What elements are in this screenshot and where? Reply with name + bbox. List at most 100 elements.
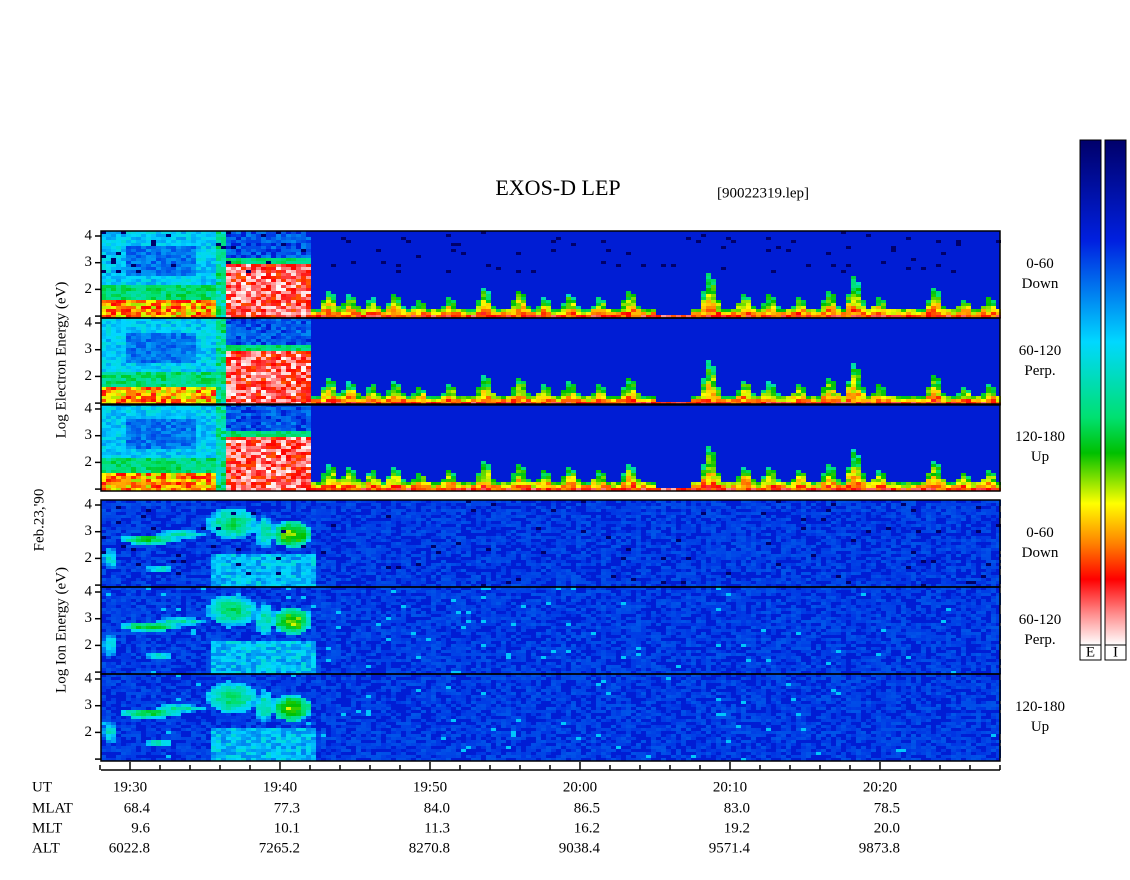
spectrogram-cell: [796, 306, 801, 309]
spectrogram-cell: [201, 393, 206, 396]
spectrogram-cell: [141, 252, 146, 255]
spectrogram-cell: [196, 431, 201, 434]
spectrogram-cell: [136, 252, 141, 255]
spectrogram-cell: [496, 396, 501, 399]
spectrogram-cell: [146, 419, 151, 422]
spectrogram-cell: [196, 348, 201, 351]
spectrogram-cell: [186, 357, 191, 360]
spectrogram-cell: [216, 410, 221, 413]
spectrogram-cell: [236, 428, 241, 431]
spectrogram-cell: [316, 315, 321, 318]
spectrogram-cell: [296, 297, 301, 300]
spectrogram-cell: [141, 282, 146, 285]
spectrogram-cell: [231, 345, 236, 348]
spectrogram-cell: [191, 246, 196, 249]
spectrogram-cell: [231, 270, 236, 273]
spectrogram-cell: [166, 303, 171, 306]
spectrogram-cell: [266, 396, 271, 399]
spectrogram-cell: [106, 234, 111, 237]
spectrogram-cell: [956, 309, 961, 312]
spectrogram-cell: [286, 431, 291, 434]
spectrogram-cell: [146, 285, 151, 288]
spectrogram-cell: [221, 437, 226, 440]
spectrogram-cell: [286, 360, 291, 363]
spectrogram-cell: [776, 315, 781, 318]
spectrogram-cell: [201, 425, 206, 428]
spectrogram-cell: [831, 297, 836, 300]
spectrogram-cell: [846, 246, 851, 249]
spectrogram-cell: [876, 297, 881, 300]
spectrogram-cell: [186, 351, 191, 354]
spectrogram-cell: [161, 321, 166, 324]
spectrogram-cell: [186, 369, 191, 372]
spectrogram-cell: [261, 246, 266, 249]
spectrogram-cell: [161, 479, 166, 482]
spectrogram-cell: [981, 399, 986, 402]
spectrogram-cell: [226, 449, 231, 452]
spectrogram-cell: [111, 449, 116, 452]
spectrogram-cell: [281, 270, 286, 273]
spectrogram-cell: [206, 303, 211, 306]
spectrogram-cell: [136, 384, 141, 387]
spectrogram-cell: [196, 243, 201, 246]
spectrogram-cell: [946, 315, 951, 318]
spectrogram-cell: [136, 327, 141, 330]
spectrogram-cell: [626, 315, 631, 318]
spectrogram-cell: [171, 330, 176, 333]
spectrogram-cell: [301, 345, 306, 348]
spectrogram-cell: [301, 318, 306, 321]
spectrogram-cell: [121, 479, 126, 482]
spectrogram-cell: [396, 399, 401, 402]
spectrogram-cell: [281, 437, 286, 440]
spectrogram-cell: [246, 315, 251, 318]
spectrogram-cell: [201, 467, 206, 470]
spectrogram-cell: [101, 479, 106, 482]
spectrogram-cell: [306, 390, 311, 393]
spectrogram-cell: [221, 246, 226, 249]
spectrogram-cell: [296, 291, 301, 294]
spectrogram-cell: [241, 264, 246, 267]
spectrogram-cell: [216, 285, 221, 288]
spectrogram-cell: [506, 399, 511, 402]
spectrogram-cell: [191, 431, 196, 434]
spectrogram-cell: [561, 390, 566, 393]
spectrogram-cell: [851, 396, 856, 399]
spectrogram-cell: [816, 399, 821, 402]
spectrogram-cell: [851, 390, 856, 393]
spectrogram-cell: [261, 309, 266, 312]
spectrogram-cell: [161, 249, 166, 252]
spectrogram-cell: [831, 312, 836, 315]
spectrogram-cell: [176, 363, 181, 366]
spectrogram-cell: [741, 393, 746, 396]
spectrogram-cell: [981, 393, 986, 396]
spectrogram-cell: [751, 306, 756, 309]
spectrogram-cell: [156, 270, 161, 273]
spectrogram-cell: [221, 464, 226, 467]
spectrogram-cell: [116, 255, 121, 258]
spectrogram-cell: [171, 273, 176, 276]
spectrogram-cell: [891, 399, 896, 402]
spectrogram-cell: [266, 473, 271, 476]
spectrogram-cell: [566, 312, 571, 315]
spectrogram-cell: [291, 324, 296, 327]
spectrogram-cell: [211, 318, 216, 321]
spectrogram-cell: [201, 372, 206, 375]
spectrogram-cell: [221, 231, 226, 234]
spectrogram-cell: [101, 387, 106, 390]
spectrogram-cell: [166, 255, 171, 258]
spectrogram-cell: [131, 240, 136, 243]
spectrogram-cell: [301, 297, 306, 300]
spectrogram-cell: [181, 255, 186, 258]
spectrogram-cell: [181, 231, 186, 234]
spectrogram-cell: [241, 300, 246, 303]
spectrogram-cell: [856, 399, 861, 402]
spectrogram-cell: [921, 315, 926, 318]
spectrogram-cell: [191, 255, 196, 258]
spectrogram-cell: [151, 351, 156, 354]
spectrogram-cell: [326, 390, 331, 393]
spectrogram-cell: [196, 255, 201, 258]
spectrogram-cell: [606, 312, 611, 315]
spectrogram-cell: [961, 306, 966, 309]
spectrogram-cell: [271, 261, 276, 264]
spectrogram-cell: [181, 339, 186, 342]
